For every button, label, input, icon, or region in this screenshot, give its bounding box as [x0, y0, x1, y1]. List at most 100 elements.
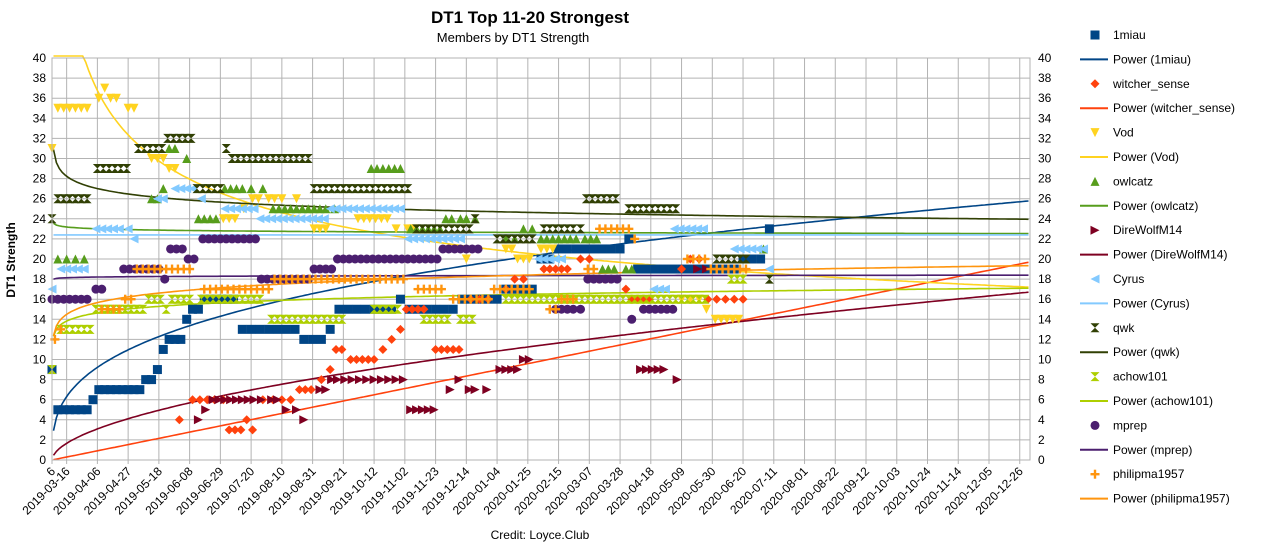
data-point — [454, 294, 464, 304]
data-point — [412, 224, 422, 234]
plus-bar-v — [469, 294, 472, 304]
data-point — [103, 224, 113, 234]
data-point — [369, 274, 379, 284]
data-point — [267, 314, 277, 324]
data-point — [176, 334, 186, 344]
data-point — [718, 264, 728, 274]
data-point — [378, 344, 388, 354]
data-point — [180, 133, 190, 143]
data-point — [589, 264, 599, 274]
plus-bar-v — [238, 284, 241, 294]
data-point — [600, 224, 610, 234]
data-point — [97, 224, 107, 234]
data-point — [571, 244, 581, 254]
data-point — [202, 294, 212, 304]
data-point — [91, 224, 101, 234]
plus-bar-v — [422, 284, 426, 294]
y-tick-label-left: 22 — [33, 232, 47, 246]
data-point — [554, 234, 564, 244]
data-point — [321, 184, 331, 194]
data-point — [299, 334, 309, 344]
plus-bar-v — [566, 294, 569, 304]
data-point — [106, 385, 116, 395]
data-point — [732, 274, 742, 284]
data-point — [337, 344, 347, 354]
data-point — [671, 294, 681, 304]
y-tick-label-right: 34 — [1038, 111, 1052, 125]
data-point — [70, 103, 80, 113]
data-point — [176, 184, 186, 194]
data-point — [551, 264, 561, 274]
data-point — [759, 244, 769, 254]
data-point — [395, 294, 405, 304]
series-owlcatz — [53, 143, 769, 274]
data-point — [325, 324, 335, 334]
data-point — [603, 264, 613, 274]
plus-bar-v — [686, 254, 689, 264]
data-point — [489, 284, 499, 294]
data-point — [524, 294, 534, 304]
plus-bar-v — [504, 284, 508, 294]
data-point — [211, 214, 221, 224]
data-point — [108, 224, 118, 234]
plus-bar-v — [481, 294, 484, 304]
y-tick-label-right: 36 — [1038, 91, 1052, 105]
data-point — [120, 304, 130, 314]
data-point — [237, 324, 247, 334]
data-point — [226, 395, 236, 405]
data-point — [653, 204, 663, 214]
data-point — [741, 254, 751, 264]
data-point — [196, 294, 206, 304]
data-point — [722, 314, 732, 324]
data-point — [372, 204, 382, 214]
data-point — [375, 274, 385, 284]
plus-bar-v — [610, 224, 613, 234]
data-point — [384, 375, 394, 385]
data-point — [659, 294, 669, 304]
plus-bar-v — [475, 294, 478, 304]
data-point — [688, 294, 698, 304]
data-point — [237, 204, 247, 214]
data-point — [357, 274, 367, 284]
data-point — [246, 284, 256, 294]
data-point — [369, 304, 379, 314]
data-point — [126, 294, 136, 304]
data-point — [432, 254, 442, 264]
data-point — [82, 194, 92, 204]
data-point — [205, 214, 215, 224]
data-point — [368, 184, 378, 194]
data-point — [129, 385, 139, 395]
data-point — [227, 154, 237, 163]
data-point — [174, 133, 184, 143]
data-point — [606, 244, 616, 254]
data-point — [659, 264, 669, 274]
data-point — [292, 204, 301, 214]
data-point — [660, 284, 670, 294]
data-point — [226, 204, 236, 214]
series-DireWolfM14 — [193, 264, 711, 425]
data-point — [106, 93, 116, 103]
data-point — [258, 284, 268, 294]
data-point — [70, 405, 80, 415]
data-point — [583, 294, 593, 304]
plus-bar-v — [1093, 469, 1097, 479]
data-point — [615, 244, 625, 254]
data-point — [246, 324, 256, 334]
y-tick-label-left: 18 — [33, 272, 47, 286]
data-point — [299, 274, 309, 284]
data-point — [226, 184, 236, 194]
data-point — [448, 304, 458, 314]
data-point — [284, 314, 294, 324]
data-point — [186, 133, 196, 143]
data-point — [630, 294, 640, 304]
data-point — [606, 294, 616, 304]
plus-bar-v — [314, 274, 317, 284]
plus-bar-v — [170, 264, 174, 274]
data-point — [344, 184, 354, 194]
plus-bar-v — [249, 284, 253, 294]
data-point — [417, 405, 427, 415]
plus-bar-v — [744, 264, 748, 274]
data-point — [393, 304, 403, 314]
data-point — [369, 375, 379, 385]
data-point — [242, 415, 252, 425]
